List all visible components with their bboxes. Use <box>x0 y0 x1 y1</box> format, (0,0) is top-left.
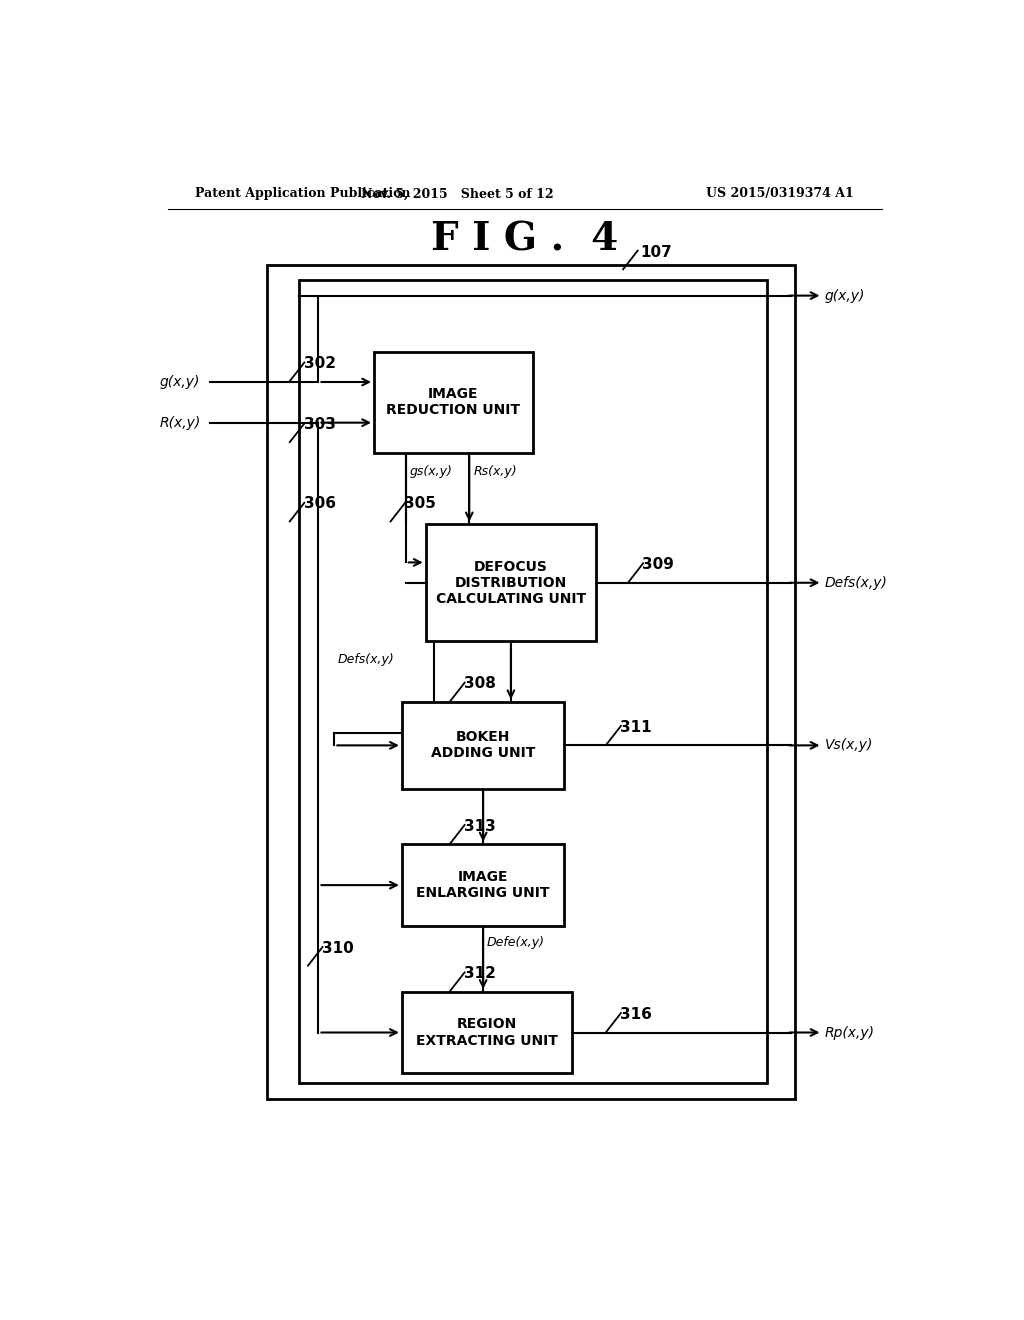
Text: 310: 310 <box>322 941 353 956</box>
Bar <box>374 351 532 453</box>
Text: IMAGE
REDUCTION UNIT: IMAGE REDUCTION UNIT <box>386 387 520 417</box>
Text: REGION
EXTRACTING UNIT: REGION EXTRACTING UNIT <box>416 1018 558 1048</box>
Text: 309: 309 <box>642 557 674 572</box>
Bar <box>401 991 572 1073</box>
Text: BOKEH
ADDING UNIT: BOKEH ADDING UNIT <box>431 730 536 760</box>
Text: 313: 313 <box>464 818 496 834</box>
Text: 306: 306 <box>304 496 336 511</box>
Text: DEFOCUS
DISTRIBUTION
CALCULATING UNIT: DEFOCUS DISTRIBUTION CALCULATING UNIT <box>436 560 586 606</box>
Text: g(x,y): g(x,y) <box>824 289 865 302</box>
Text: 305: 305 <box>404 496 436 511</box>
Text: g(x,y): g(x,y) <box>160 375 200 389</box>
Text: Defs(x,y): Defs(x,y) <box>824 576 888 590</box>
Text: 302: 302 <box>304 356 336 371</box>
Text: Defe(x,y): Defe(x,y) <box>487 936 545 949</box>
Text: 312: 312 <box>464 966 496 981</box>
Text: IMAGE
ENLARGING UNIT: IMAGE ENLARGING UNIT <box>417 870 550 900</box>
Text: Defs(x,y): Defs(x,y) <box>338 653 394 667</box>
Text: Nov. 5, 2015   Sheet 5 of 12: Nov. 5, 2015 Sheet 5 of 12 <box>361 187 554 201</box>
Text: F I G .  4: F I G . 4 <box>431 220 618 259</box>
Text: Rp(x,y): Rp(x,y) <box>824 1026 874 1040</box>
Text: R(x,y): R(x,y) <box>160 416 201 430</box>
Text: 107: 107 <box>640 246 672 260</box>
Text: 316: 316 <box>620 1007 652 1022</box>
Text: US 2015/0319374 A1: US 2015/0319374 A1 <box>707 187 854 201</box>
Text: Vs(x,y): Vs(x,y) <box>824 738 873 752</box>
Text: Patent Application Publication: Patent Application Publication <box>196 187 411 201</box>
Bar <box>401 845 564 925</box>
Text: 311: 311 <box>620 719 651 734</box>
Bar <box>426 524 596 642</box>
Text: 308: 308 <box>464 676 496 692</box>
Text: Rs(x,y): Rs(x,y) <box>473 465 517 478</box>
Bar <box>267 265 795 1098</box>
Text: 303: 303 <box>304 417 336 432</box>
Text: gs(x,y): gs(x,y) <box>410 465 453 478</box>
Bar <box>299 280 767 1084</box>
Bar <box>401 702 564 788</box>
